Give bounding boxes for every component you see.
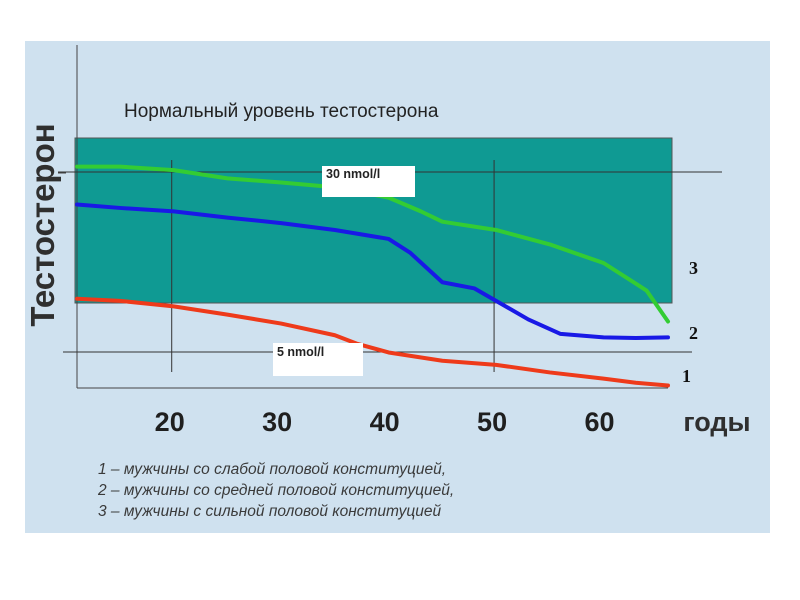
y-axis-label: Тестостерон	[24, 123, 61, 327]
series-line-1	[75, 296, 670, 388]
x-tick-label-40: 40	[370, 407, 400, 437]
x-axis-label: годы	[683, 407, 750, 437]
legend-item-1: 1 – мужчины со слабой половой конституци…	[98, 461, 447, 478]
x-tick-label-20: 20	[155, 407, 185, 437]
reference-label-30: 30 nmol/l	[322, 166, 415, 197]
x-tick-label-60: 60	[585, 407, 615, 437]
series-line-3	[75, 164, 670, 324]
series-label-1: 1	[682, 366, 691, 386]
x-tick-label-50: 50	[477, 407, 507, 437]
series-line-2	[75, 202, 670, 341]
legend: 1 – мужчины со слабой половой конституци…	[98, 459, 454, 522]
series-label-2: 2	[689, 323, 698, 343]
legend-item-2: 2 – мужчины со средней половой конституц…	[98, 482, 455, 499]
reference-label-5: 5 nmol/l	[273, 343, 363, 376]
normal-range-band	[74, 137, 673, 304]
legend-item-3: 3 – мужчины с сильной половой конституци…	[98, 503, 442, 520]
chart-title: Нормальный уровень тестостерона	[124, 101, 439, 122]
x-tick-label-30: 30	[262, 407, 292, 437]
series-label-3: 3	[689, 258, 698, 278]
